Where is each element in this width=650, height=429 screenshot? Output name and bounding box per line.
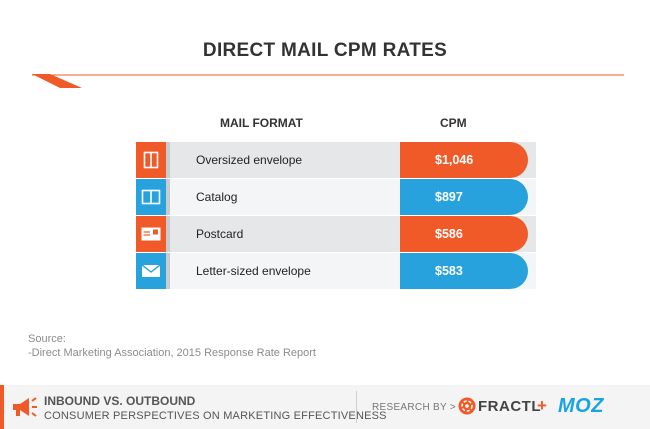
chart-title: DIRECT MAIL CPM RATES bbox=[202, 40, 448, 61]
table-row: Letter-sized envelope $583 bbox=[136, 253, 536, 289]
moz-logo-text: MOZ bbox=[558, 395, 604, 417]
footer-title: INBOUND VS. OUTBOUND bbox=[44, 394, 196, 408]
row-divider bbox=[166, 253, 170, 289]
footer-divider bbox=[356, 391, 357, 423]
fractl-logo-icon bbox=[458, 397, 476, 415]
row-divider bbox=[166, 179, 170, 215]
row-divider bbox=[166, 216, 170, 252]
letter-envelope-icon bbox=[136, 253, 166, 289]
plus-sign: + bbox=[537, 396, 547, 415]
cpm-value-bar: $586 bbox=[400, 216, 528, 252]
megaphone-icon bbox=[13, 397, 37, 417]
footer-subtitle: CONSUMER PERSPECTIVES ON MARKETING EFFEC… bbox=[44, 410, 387, 422]
research-by-label: RESEARCH BY > bbox=[372, 402, 457, 413]
postcard-icon bbox=[136, 216, 166, 252]
column-header-cpm: CPM bbox=[440, 116, 467, 130]
oversized-envelope-icon bbox=[136, 142, 166, 178]
category-label: Letter-sized envelope bbox=[196, 264, 311, 278]
source-heading: Source: bbox=[28, 333, 66, 345]
category-label: Catalog bbox=[196, 190, 238, 204]
table-row: Oversized envelope $1,046 bbox=[136, 142, 536, 178]
footer-bar: INBOUND VS. OUTBOUND CONSUMER PERSPECTIV… bbox=[0, 385, 650, 429]
source-citation: -Direct Marketing Association, 2015 Resp… bbox=[28, 347, 316, 359]
catalog-icon bbox=[136, 179, 166, 215]
table-row: Catalog $897 bbox=[136, 179, 536, 215]
fractl-logo-text: FRACTL bbox=[478, 398, 541, 415]
title-underline bbox=[32, 74, 624, 88]
category-label: Postcard bbox=[196, 227, 244, 241]
category-label: Oversized envelope bbox=[196, 153, 303, 167]
column-header-mail-format: MAIL FORMAT bbox=[220, 116, 303, 130]
cpm-value-bar: $583 bbox=[400, 253, 528, 289]
cpm-value-bar: $1,046 bbox=[400, 142, 528, 178]
cpm-value-bar: $897 bbox=[400, 179, 528, 215]
row-divider bbox=[166, 142, 170, 178]
footer-accent bbox=[0, 385, 4, 429]
table-row: Postcard $586 bbox=[136, 216, 536, 252]
